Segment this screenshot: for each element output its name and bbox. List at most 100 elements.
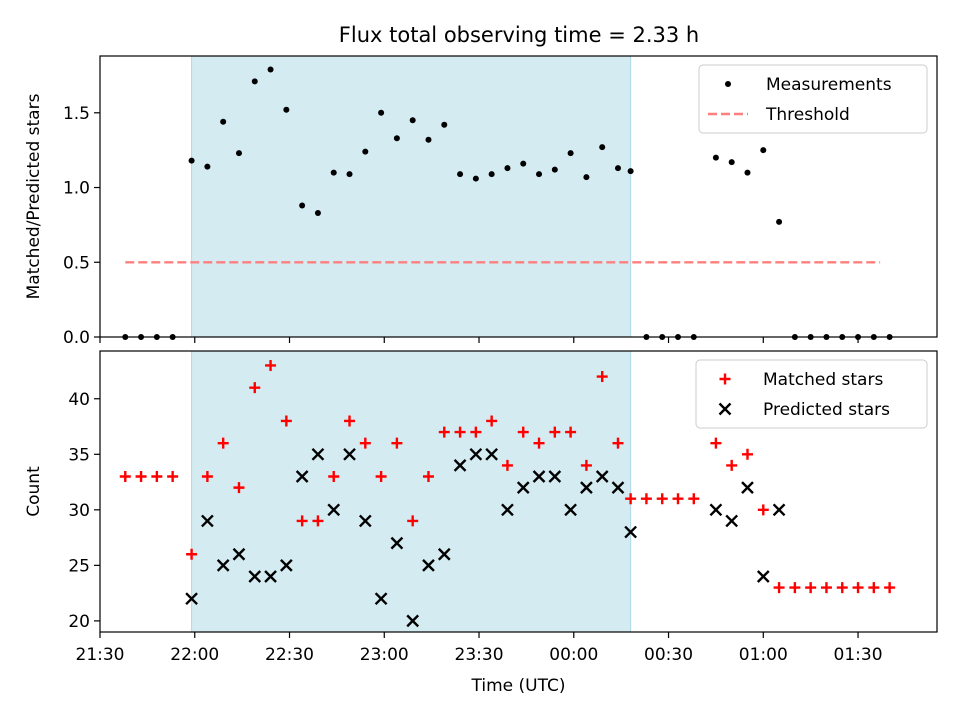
predicted-stars-point [501, 503, 514, 517]
legend-label: Matched stars [763, 370, 883, 390]
predicted-stars-point [772, 503, 786, 517]
predicted-stars-point [532, 470, 546, 483]
legend-box [695, 359, 928, 429]
measurement-point [536, 171, 543, 178]
predicted-stars-point [453, 459, 467, 472]
matched-stars-point [151, 471, 163, 483]
y-tick-label: 30 [68, 501, 90, 521]
matched-stars-point [741, 448, 753, 460]
predicted-stars-point [311, 447, 325, 461]
matched-stars-point [280, 415, 292, 427]
measurement-point [472, 175, 479, 182]
shaded-span [191, 55, 632, 338]
measurement-point [204, 163, 211, 170]
predicted-stars-point [624, 525, 637, 539]
matched-stars-point [265, 359, 277, 371]
matched-stars-point [344, 415, 356, 427]
matched-stars-point [852, 582, 864, 594]
y-tick-label: 1.0 [63, 179, 90, 199]
chart-title: Flux total observing time = 2.33 h [339, 23, 699, 47]
y-tick-label: 25 [68, 556, 90, 576]
matched-stars-point [612, 437, 624, 449]
matched-stars-point [328, 471, 340, 483]
y-tick-label: 0.5 [63, 253, 90, 273]
measurement-point [235, 150, 242, 157]
matched-stars-point [884, 582, 896, 594]
matched-stars-point [710, 437, 722, 449]
predicted-stars-point [295, 470, 309, 483]
axes-frame [99, 55, 938, 338]
predicted-stars-point [406, 614, 420, 628]
measurement-point [425, 136, 432, 143]
matched-stars-point [422, 471, 434, 483]
measurement-point [583, 174, 590, 181]
measurement-point [457, 171, 464, 178]
matched-stars-point [820, 582, 832, 594]
predicted-stars-point [280, 559, 293, 572]
predicted-stars-point [216, 559, 230, 572]
measurement-point [393, 135, 400, 142]
predicted-stars-point [374, 592, 388, 606]
matched-stars-point [640, 493, 652, 505]
predicted-stars-point [756, 570, 770, 583]
predicted-stars-point [422, 559, 435, 572]
x-axis-label: Time (UTC) [471, 676, 566, 696]
y-tick-label: 20 [68, 612, 90, 632]
measurement-point [299, 202, 306, 209]
matched-stars-point [549, 426, 561, 438]
measurement-point [776, 218, 783, 225]
matched-stars-point [454, 426, 466, 438]
measurement-point [441, 121, 448, 128]
predicted-stars-point [248, 570, 262, 583]
measurement-point [330, 169, 337, 176]
predicted-stars-point [232, 547, 246, 561]
matched-stars-point [135, 471, 147, 483]
measurement-point [567, 150, 574, 157]
predicted-stars-point [580, 481, 593, 494]
matched-stars-point [672, 493, 684, 505]
matched-stars-point [625, 493, 637, 505]
x-tick-label: 01:30 [834, 645, 883, 665]
predicted-stars-point [725, 514, 739, 528]
predicted-stars-point [185, 592, 198, 606]
matched-stars-point [656, 493, 668, 505]
matched-stars-point [805, 582, 817, 594]
x-tick-label: 23:30 [455, 645, 504, 665]
x-tick-label: 22:00 [170, 645, 219, 665]
measurement-point [314, 209, 321, 216]
predicted-stars-point [343, 447, 356, 461]
matched-stars-point [517, 426, 529, 438]
matched-stars-point [438, 426, 450, 438]
predicted-stars-point [201, 514, 214, 528]
measurement-point [378, 109, 385, 116]
y-tick-label: 0.0 [63, 328, 90, 348]
matched-stars-point [217, 437, 229, 449]
matched-stars-point [167, 471, 179, 483]
matched-stars-point [119, 471, 131, 483]
x-tick-label: 23:00 [360, 645, 409, 665]
legend-predicted-marker [718, 402, 732, 416]
axes-frame [99, 350, 938, 633]
measurement-point [760, 147, 767, 154]
measurement-point [712, 154, 719, 161]
measurement-point [551, 166, 558, 173]
x-tick-label: 21:30 [76, 645, 125, 665]
legend-label: Threshold [765, 105, 850, 125]
matched-stars-point [580, 459, 592, 471]
x-tick-label: 22:30 [265, 645, 314, 665]
measurement-point [362, 148, 369, 155]
measurement-point [520, 160, 527, 167]
measurement-point [744, 169, 751, 176]
predicted-stars-point [595, 470, 609, 483]
matched-stars-point [868, 582, 880, 594]
measurement-point [283, 106, 290, 113]
matched-stars-point [359, 437, 371, 449]
matched-stars-point [407, 515, 419, 527]
predicted-stars-point [327, 503, 341, 517]
y-axis-label: Count [24, 466, 44, 517]
predicted-stars-point [709, 503, 723, 517]
matched-stars-point [470, 426, 482, 438]
x-tick-label: 00:00 [549, 645, 598, 665]
matched-stars-point [233, 482, 245, 494]
y-tick-label: 40 [68, 390, 90, 410]
